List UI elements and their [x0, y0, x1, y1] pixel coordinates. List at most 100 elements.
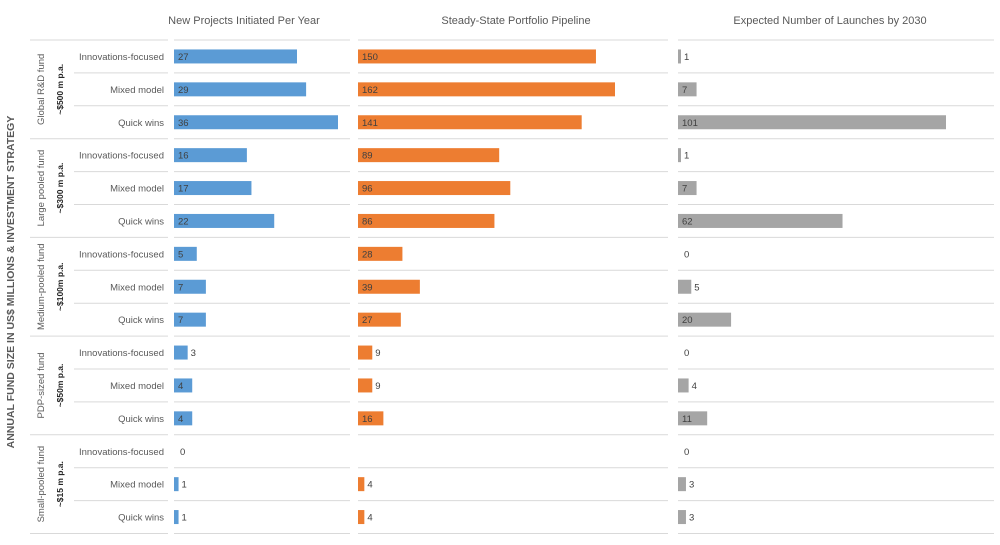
- strategy-label: Quick wins: [118, 118, 164, 129]
- fund-label: Small-pooled fund: [36, 446, 47, 523]
- data-label: 16: [178, 151, 189, 162]
- data-label: 29: [178, 85, 189, 96]
- fund-label: Global R&D fund: [36, 54, 47, 125]
- data-label: 7: [682, 85, 687, 96]
- bar: [358, 148, 500, 163]
- fund-size-label: ~$50m p.a.: [55, 364, 65, 408]
- bar: [678, 510, 686, 525]
- bar: [678, 279, 692, 294]
- fund-size-label: ~$500 m p.a.: [55, 64, 65, 115]
- data-label: 1: [182, 480, 187, 491]
- bar: [358, 49, 596, 64]
- strategy-label: Quick wins: [118, 315, 164, 326]
- data-label: 11: [682, 414, 692, 425]
- data-label: 7: [178, 315, 183, 326]
- data-label: 141: [362, 118, 378, 129]
- data-label: 89: [362, 151, 373, 162]
- bar: [174, 246, 197, 261]
- data-label: 150: [362, 52, 378, 63]
- data-label: 4: [367, 513, 372, 524]
- data-label: 96: [362, 184, 373, 195]
- data-label: 9: [375, 348, 380, 359]
- data-label: 27: [178, 52, 189, 63]
- strategy-label: Mixed model: [110, 381, 164, 392]
- bar: [358, 345, 373, 360]
- bar: [174, 312, 206, 327]
- bar: [174, 82, 307, 97]
- bar: [678, 213, 843, 228]
- bar: [174, 148, 247, 163]
- bar: [174, 115, 338, 130]
- bar: [678, 378, 689, 393]
- strategy-label: Innovations-focused: [79, 348, 164, 359]
- data-label: 1: [182, 513, 187, 524]
- data-label: 62: [682, 216, 693, 227]
- bar: [678, 49, 681, 64]
- data-label: 1: [684, 52, 689, 63]
- data-label: 1: [684, 151, 689, 162]
- data-label: 101: [682, 118, 698, 129]
- row-separator-lines: [30, 39, 994, 534]
- fund-label: PDP-sized fund: [36, 352, 47, 418]
- data-label: 20: [682, 315, 693, 326]
- bar: [174, 378, 193, 393]
- fund-size-label: ~$300 m p.a.: [55, 163, 65, 214]
- data-label: 4: [367, 480, 372, 491]
- data-label: 3: [191, 348, 196, 359]
- strategy-label: Quick wins: [118, 513, 164, 524]
- data-label: 9: [375, 381, 380, 392]
- bar: [678, 115, 946, 130]
- fund-label: Large pooled fund: [36, 150, 47, 227]
- strategy-label: Innovations-focused: [79, 52, 164, 63]
- bar: [678, 312, 732, 327]
- bar: [678, 411, 708, 426]
- data-label: 3: [689, 513, 694, 524]
- y-axis-title: ANNUAL FUND SIZE IN US$ MILLIONS & INVES…: [5, 116, 17, 449]
- strategy-label: Quick wins: [118, 414, 164, 425]
- data-label: 162: [362, 85, 378, 96]
- data-label: 16: [362, 414, 373, 425]
- data-label: 5: [178, 249, 183, 260]
- bar: [358, 312, 401, 327]
- strategy-label: Mixed model: [110, 282, 164, 293]
- panel-title: Steady-State Portfolio Pipeline: [441, 15, 590, 27]
- bar: [358, 82, 615, 97]
- data-label: 7: [682, 184, 687, 195]
- data-label: 86: [362, 216, 373, 227]
- bar: [174, 345, 188, 360]
- bar: [174, 411, 193, 426]
- data-label: 0: [180, 447, 185, 458]
- data-label: 4: [178, 381, 183, 392]
- strategy-label: Innovations-focused: [79, 151, 164, 162]
- bar: [358, 181, 511, 196]
- bar: [174, 213, 275, 228]
- data-label: 22: [178, 216, 189, 227]
- bar: [358, 246, 403, 261]
- data-label: 0: [684, 249, 689, 260]
- bar: [358, 477, 365, 492]
- bar: [678, 477, 686, 492]
- bar: [358, 510, 365, 525]
- fund-label: Medium-pooled fund: [36, 243, 47, 330]
- panel-title: New Projects Initiated Per Year: [168, 15, 320, 27]
- data-label: 17: [178, 184, 189, 195]
- fund-size-label: ~$15 m p.a.: [55, 461, 65, 507]
- bar: [358, 115, 582, 130]
- strategy-label: Mixed model: [110, 85, 164, 96]
- bar: [358, 411, 384, 426]
- y-axis-labels: Global R&D fund ~$500 m p.a. Innovations-f…: [36, 52, 164, 524]
- strategy-label: Mixed model: [110, 184, 164, 195]
- strategy-label: Mixed model: [110, 480, 164, 491]
- data-label: 4: [692, 381, 697, 392]
- bar: [678, 82, 697, 97]
- data-label: 3: [689, 480, 694, 491]
- data-label: 4: [178, 414, 183, 425]
- data-label: 0: [684, 447, 689, 458]
- data-label: 7: [178, 282, 183, 293]
- strategy-label: Innovations-focused: [79, 249, 164, 260]
- bar: [678, 148, 681, 163]
- bar: [174, 279, 206, 294]
- bar: [174, 49, 297, 64]
